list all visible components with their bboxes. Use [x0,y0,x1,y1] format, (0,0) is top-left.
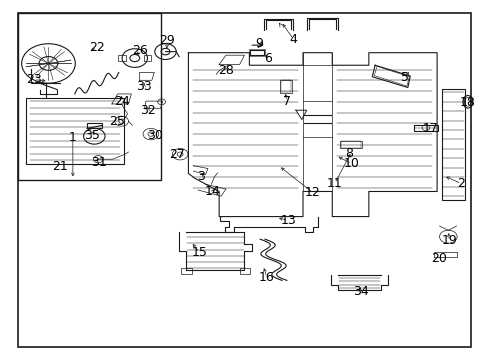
Text: 17: 17 [422,122,438,135]
Text: 24: 24 [114,95,129,108]
Text: 31: 31 [91,156,107,169]
Bar [339,140,361,148]
Text: 19: 19 [441,234,456,247]
Text: 1: 1 [69,131,77,144]
Text: 3: 3 [196,170,204,183]
Text: 34: 34 [352,285,367,298]
Text: 11: 11 [326,177,342,190]
Text: 16: 16 [259,271,274,284]
Bar [118,55,126,61]
Bar [280,80,290,93]
Text: 22: 22 [89,41,105,54]
Text: 6: 6 [264,51,271,64]
Text: 21: 21 [52,160,68,173]
Text: 30: 30 [146,129,163,142]
Bar [413,125,437,131]
Text: 12: 12 [304,186,320,199]
Text: 8: 8 [345,147,353,159]
Text: 27: 27 [169,148,185,161]
Text: 4: 4 [289,32,297,46]
Text: 5: 5 [401,71,408,84]
Text: 33: 33 [136,80,152,93]
Text: 15: 15 [191,246,207,259]
Bar [279,80,291,93]
Text: 2: 2 [457,177,465,190]
Text: 32: 32 [140,104,156,117]
Text: 25: 25 [109,115,124,128]
Text: 26: 26 [132,44,147,57]
Bar [26,98,123,164]
Bar [18,13,160,180]
Text: 18: 18 [459,96,475,109]
Text: 23: 23 [26,73,41,86]
Text: 29: 29 [159,33,175,47]
Bar [181,267,191,274]
Text: 14: 14 [204,185,220,198]
Text: 10: 10 [343,157,359,170]
Text: 13: 13 [280,214,296,227]
Text: 28: 28 [218,64,233,77]
Text: 20: 20 [430,252,446,265]
Text: 35: 35 [84,129,100,142]
Bar [239,267,250,274]
Text: 7: 7 [283,95,291,108]
Bar [340,141,360,148]
Bar [441,89,465,200]
Bar [143,55,151,61]
Text: 9: 9 [255,36,263,50]
